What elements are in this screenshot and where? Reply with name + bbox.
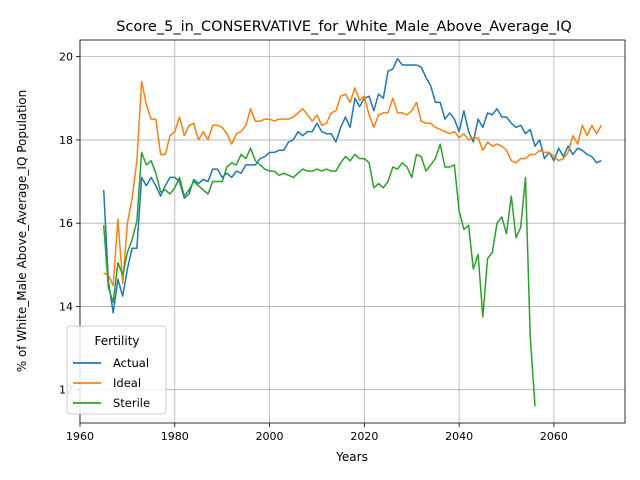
x-axis-label: Years xyxy=(335,450,368,464)
legend-box xyxy=(66,325,167,415)
series-line-ideal xyxy=(103,80,602,287)
x-tick-label: 2040 xyxy=(445,430,473,443)
legend-label-sterile: Sterile xyxy=(113,396,150,410)
plot-background xyxy=(80,40,625,423)
legend: Fertility Actual Ideal Sterile xyxy=(66,325,167,415)
series-line-sterile xyxy=(102,143,536,407)
y-tick-label: 14 xyxy=(59,300,73,313)
x-tick-label: 2060 xyxy=(540,430,568,443)
chart-title: Score_5_in_CONSERVATIVE_for_White_Male_A… xyxy=(116,19,572,35)
series-line-actual xyxy=(102,57,602,314)
series-layer xyxy=(102,57,602,407)
y-tick-label: 20 xyxy=(59,51,73,64)
plot-area xyxy=(79,39,626,424)
x-tick-label: 2020 xyxy=(350,430,378,443)
grid xyxy=(79,40,625,423)
y-tick-label: 18 xyxy=(59,134,73,147)
x-tick-label: 1980 xyxy=(161,430,189,443)
x-tick-label: 1960 xyxy=(66,430,94,443)
legend-title: Fertility xyxy=(94,334,139,348)
legend-entries: Actual Ideal Sterile xyxy=(73,356,150,410)
legend-label-actual: Actual xyxy=(113,356,149,370)
y-axis-label: % of White_Male Above_Average_IQ Populat… xyxy=(15,90,29,373)
x-axis-ticks: 1960 1980 2000 2020 2040 2060 xyxy=(66,423,568,443)
plot-frame xyxy=(79,39,626,424)
legend-label-ideal: Ideal xyxy=(113,376,141,390)
y-tick-label: 16 xyxy=(59,217,73,230)
x-tick-label: 2000 xyxy=(256,430,284,443)
